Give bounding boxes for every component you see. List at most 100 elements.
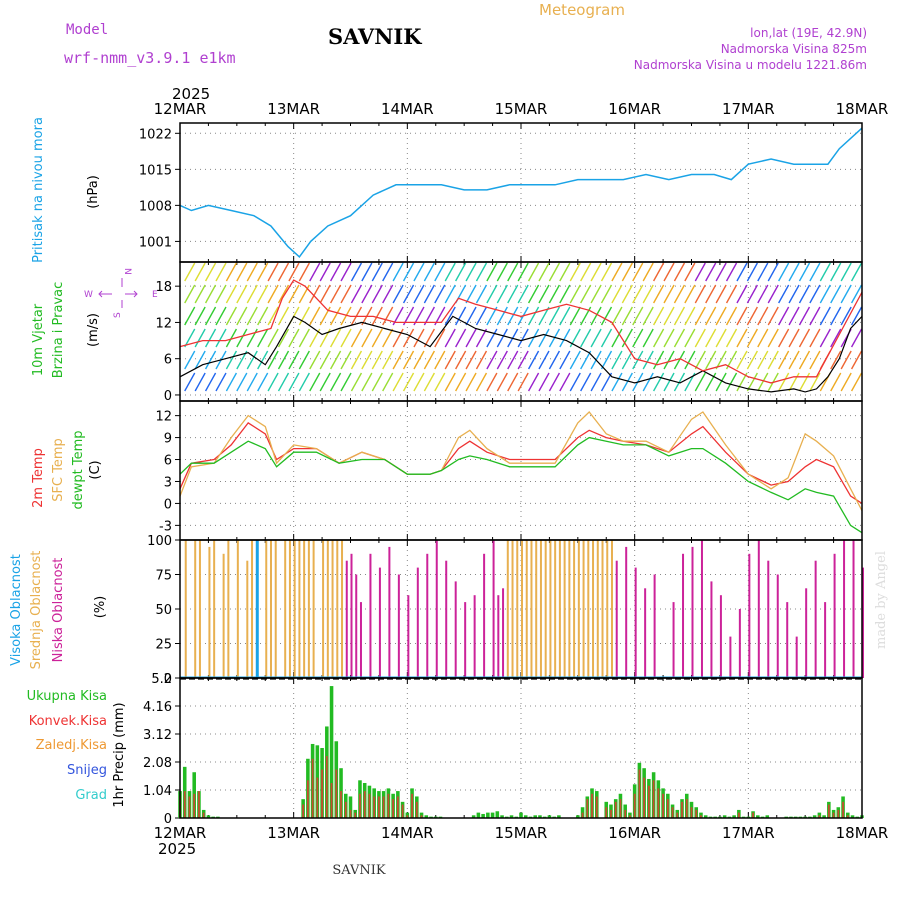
y-tick-label: 0	[164, 389, 172, 404]
wind-arrow	[788, 262, 800, 282]
wind-arrow	[246, 372, 258, 392]
cloud-bar	[184, 540, 187, 678]
precip-conv-bar	[619, 799, 622, 818]
cloud-bar	[516, 540, 519, 678]
wind-arrow	[413, 284, 425, 304]
wind-arrow	[767, 262, 779, 282]
wind-arrow	[569, 328, 581, 348]
wind-arrow	[455, 328, 467, 348]
precip-conv-bar	[837, 809, 840, 818]
wind-arrow	[225, 372, 238, 392]
y-tick-label: 0	[164, 497, 172, 512]
wind-arrow	[684, 328, 696, 348]
wind-arrow	[725, 262, 738, 282]
wind-arrow	[298, 372, 310, 392]
wind-arrow	[361, 284, 373, 304]
wind-arrow	[767, 284, 779, 304]
wind-arrow	[455, 372, 467, 392]
wind-arrow	[329, 306, 342, 326]
wind-arrow	[642, 262, 654, 282]
wind-arrow	[215, 372, 227, 392]
precip-conv-bar	[690, 807, 693, 818]
wind-arrow	[204, 262, 217, 282]
cloud-bar	[549, 540, 552, 678]
precip-conv-bar	[188, 796, 191, 818]
wind-arrow	[392, 350, 404, 370]
cloud-bar	[497, 595, 500, 678]
precip-conv-bar	[198, 791, 200, 818]
wind-arrow	[329, 372, 342, 392]
wind-arrow	[340, 306, 352, 326]
x-tick-top: 15MAR	[495, 100, 548, 118]
wind-arrow	[840, 372, 852, 392]
wind-arrow	[757, 306, 769, 326]
wind-arrow	[215, 328, 227, 348]
wind-arrow	[590, 328, 602, 348]
wind-panel: 0 6 12 18	[155, 262, 863, 404]
wind-arrow	[663, 284, 675, 304]
precip-ylabel: 1hr Precip (mm)	[112, 702, 127, 807]
wind-arrow	[684, 284, 696, 304]
wind-arrow	[475, 306, 488, 326]
wind-arrow	[288, 284, 300, 304]
wind-arrow	[382, 372, 394, 392]
wind-arrow	[694, 284, 706, 304]
precip-conv-bar	[311, 758, 314, 818]
precip-conv-bar	[633, 793, 636, 818]
wind-arrow	[413, 328, 425, 348]
precip-bar	[812, 815, 817, 818]
wind-arrow	[225, 284, 238, 304]
wind-arrow	[736, 350, 748, 370]
wind-arrow	[486, 372, 498, 392]
wind-arrow	[798, 372, 811, 392]
wind-arrow	[517, 284, 529, 304]
wind-arrow	[798, 284, 811, 304]
wind-arrow	[548, 350, 561, 370]
wind-arrow	[778, 306, 790, 326]
wind-arrow	[507, 306, 519, 326]
precip-conv-bar	[193, 793, 196, 818]
y-tick-label: 12	[155, 316, 172, 331]
wind-arrow	[298, 284, 310, 304]
wind-arrow	[257, 262, 269, 282]
y-tick-label: 6	[164, 353, 172, 368]
wind-arrow	[319, 372, 331, 392]
cloud-bar	[606, 540, 609, 678]
wind-arrow	[819, 306, 831, 326]
cloud-unit: (%)	[93, 596, 108, 619]
wind-arrow	[225, 262, 238, 282]
cloud-bar	[435, 540, 438, 678]
cloud-bar	[582, 540, 585, 678]
wind-arrow	[673, 262, 686, 282]
precip-bar	[547, 815, 552, 818]
precip-conv-bar	[378, 796, 380, 818]
legend-snow: Snijeg	[67, 763, 107, 778]
wind-arrow	[434, 372, 446, 392]
wind-arrow	[236, 284, 248, 304]
temperature-panel: -3 0 3 6 9 12	[155, 401, 863, 540]
x-tick-bottom: 18MAR	[836, 824, 889, 842]
cloud-label-mid: Srednja Oblacnost	[29, 551, 44, 670]
y-tick-label: 4.16	[143, 700, 172, 715]
cloud-bar	[407, 595, 410, 678]
y-tick-label: 1008	[139, 199, 172, 214]
wind-arrow	[496, 350, 508, 370]
cloud-bar	[464, 602, 467, 678]
cloud-bar	[625, 546, 628, 678]
wind-arrow	[475, 284, 488, 304]
cloud-bar	[336, 540, 339, 678]
cloud-bar	[563, 540, 566, 678]
cloud-bar	[388, 546, 391, 678]
year-top: 2025	[172, 85, 210, 103]
wind-arrow	[840, 306, 852, 326]
cloud-bar	[644, 588, 647, 678]
wind-arrow	[288, 262, 300, 282]
wind-arrow	[642, 328, 654, 348]
cloud-bar	[691, 546, 694, 678]
wind-arrow	[444, 262, 456, 282]
precip-bar	[476, 812, 481, 818]
wind-arrow	[486, 328, 498, 348]
wind-arrow	[684, 262, 696, 282]
precip-conv-bar	[387, 793, 390, 818]
wind-arrow	[673, 372, 686, 392]
